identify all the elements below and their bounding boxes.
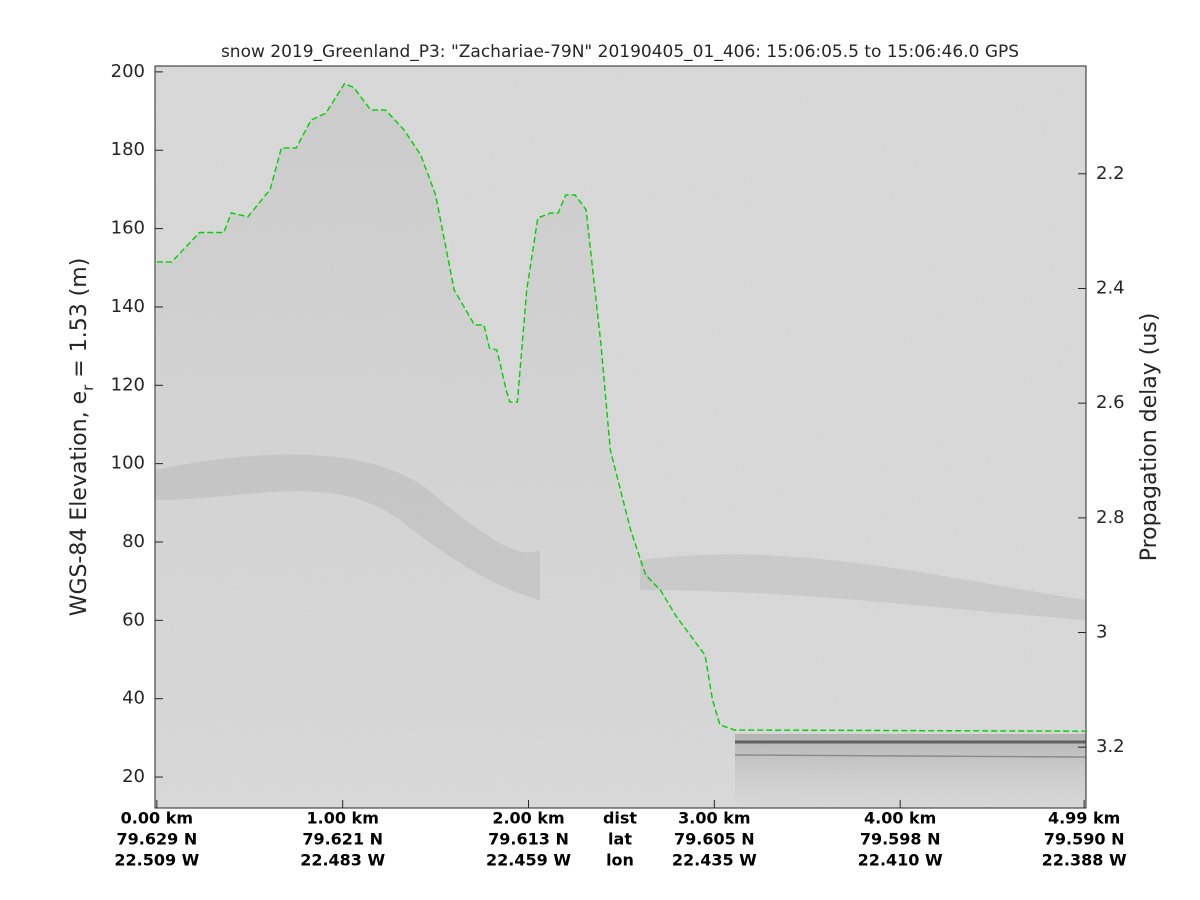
y-tick-label: 200	[111, 61, 145, 82]
y-tick-label: 120	[111, 374, 145, 395]
y2-tick-label: 2.2	[1096, 163, 1125, 184]
x-tick-label: 4.00 km	[864, 809, 936, 828]
y2-tick-label: 3.2	[1096, 736, 1125, 757]
lon-label: 22.435 W	[672, 851, 757, 870]
y-axis-label-rest: = 1.53 (m)	[67, 258, 92, 385]
y-tick-label: 160	[111, 218, 145, 239]
lat-label: 79.629 N	[117, 830, 198, 849]
surface-line	[156, 82, 1087, 732]
lat-label: 79.605 N	[674, 830, 755, 849]
lon-label: 22.459 W	[486, 851, 571, 870]
plot-frame	[154, 65, 1087, 809]
lat-label: 79.621 N	[302, 830, 383, 849]
lat-label: 79.590 N	[1044, 830, 1125, 849]
y-tick-label: 80	[122, 531, 145, 552]
y2-axis-label: Propagation delay (us)	[1137, 313, 1162, 562]
row-label: lon	[606, 851, 634, 870]
y2-tick-label: 3	[1096, 622, 1107, 643]
lat-label: 79.598 N	[860, 830, 941, 849]
lon-label: 22.509 W	[114, 851, 199, 870]
y-tick-label: 20	[122, 766, 145, 787]
x-tick-label: 4.99 km	[1048, 809, 1120, 828]
row-label: lat	[608, 830, 632, 849]
x-tick-label: 2.00 km	[492, 809, 564, 828]
y-axis-label-main: WGS-84 Elevation, e	[67, 391, 92, 616]
lon-label: 22.388 W	[1042, 851, 1127, 870]
y-tick-label: 100	[111, 453, 145, 474]
lat-label: 79.613 N	[488, 830, 569, 849]
row-label: dist	[603, 809, 637, 828]
surface-shade	[155, 83, 1086, 808]
lon-label: 22.410 W	[858, 851, 943, 870]
internal-layer	[640, 554, 1086, 620]
lon-label: 22.483 W	[300, 851, 385, 870]
x-tick-label: 0.00 km	[121, 809, 193, 828]
x-tick-label: 3.00 km	[678, 809, 750, 828]
y2-tick-label: 2.8	[1096, 507, 1125, 528]
y-tick-label: 140	[111, 296, 145, 317]
chart-title: snow 2019_Greenland_P3: "Zachariae-79N" …	[221, 42, 1019, 62]
y-axis-label: WGS-84 Elevation, er = 1.53 (m)	[67, 258, 97, 617]
y2-tick-label: 2.6	[1096, 392, 1125, 413]
y-tick-label: 40	[122, 688, 145, 709]
y-tick-label: 60	[122, 609, 145, 630]
y-axis-label-sub: r	[79, 384, 97, 391]
y2-tick-label: 2.4	[1096, 277, 1125, 298]
y-tick-label: 180	[111, 139, 145, 160]
x-tick-label: 1.00 km	[307, 809, 379, 828]
